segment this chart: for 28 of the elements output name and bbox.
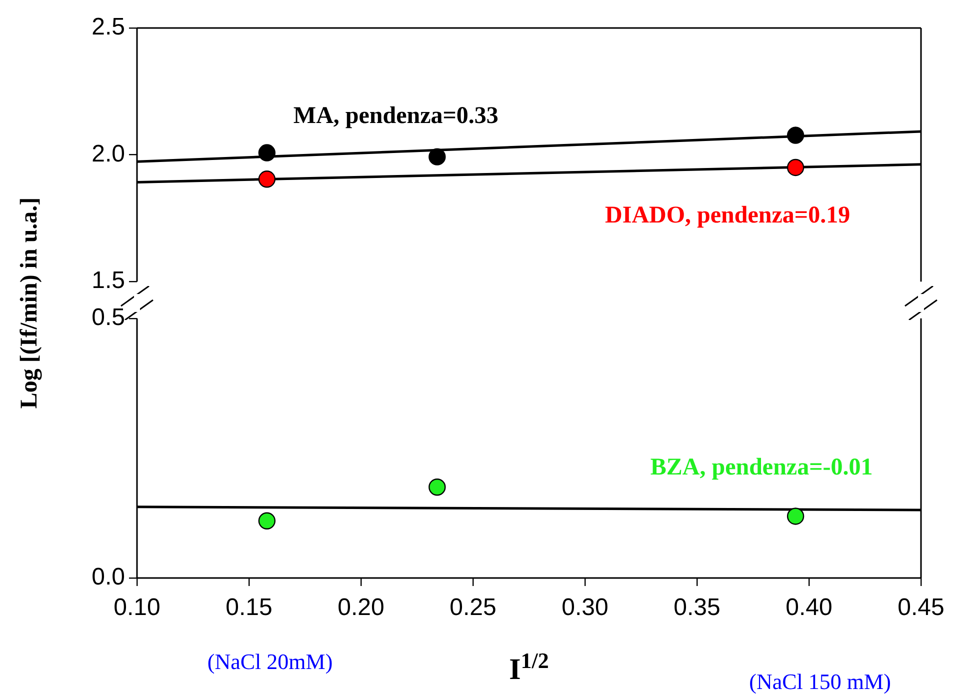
y-tick-label: 0.0	[92, 564, 125, 591]
x-tick-label: 0.15	[226, 594, 272, 622]
point	[786, 158, 804, 176]
point	[258, 144, 276, 162]
x-axis-title: I$^{1/2}$	[509, 648, 549, 687]
y-tick-label: 2.0	[92, 140, 125, 168]
text: DIADO, pendenza=0.19	[605, 202, 850, 229]
point	[786, 508, 804, 525]
y-tick-label: 2.5	[92, 14, 125, 41]
y-axis-title: Log [(If/min) in u.a.]	[16, 197, 44, 409]
point	[428, 478, 446, 496]
series-label: MA, pendenza=0.33	[293, 102, 498, 129]
text: BZA, pendenza=-0.01	[650, 454, 873, 480]
y-tick-label: 1.5	[92, 267, 125, 294]
x-tick-label: 0.20	[338, 594, 384, 622]
y-tick-label: 0.5	[92, 304, 125, 332]
x-tick-label: 0.40	[786, 594, 832, 622]
text: (NaCl 20mM)	[207, 648, 333, 674]
x-tick-label: 0.30	[562, 594, 608, 622]
point	[258, 512, 276, 530]
x-tick-label: 0.45	[898, 594, 944, 622]
point	[786, 126, 804, 144]
point	[258, 170, 276, 188]
x-tick-label: 0.35	[674, 594, 720, 622]
point	[428, 148, 446, 166]
x-tick-label: 0.10	[114, 594, 160, 622]
x-tick-label: 0.25	[450, 594, 496, 622]
text: (NaCl 150 mM)	[749, 668, 891, 694]
